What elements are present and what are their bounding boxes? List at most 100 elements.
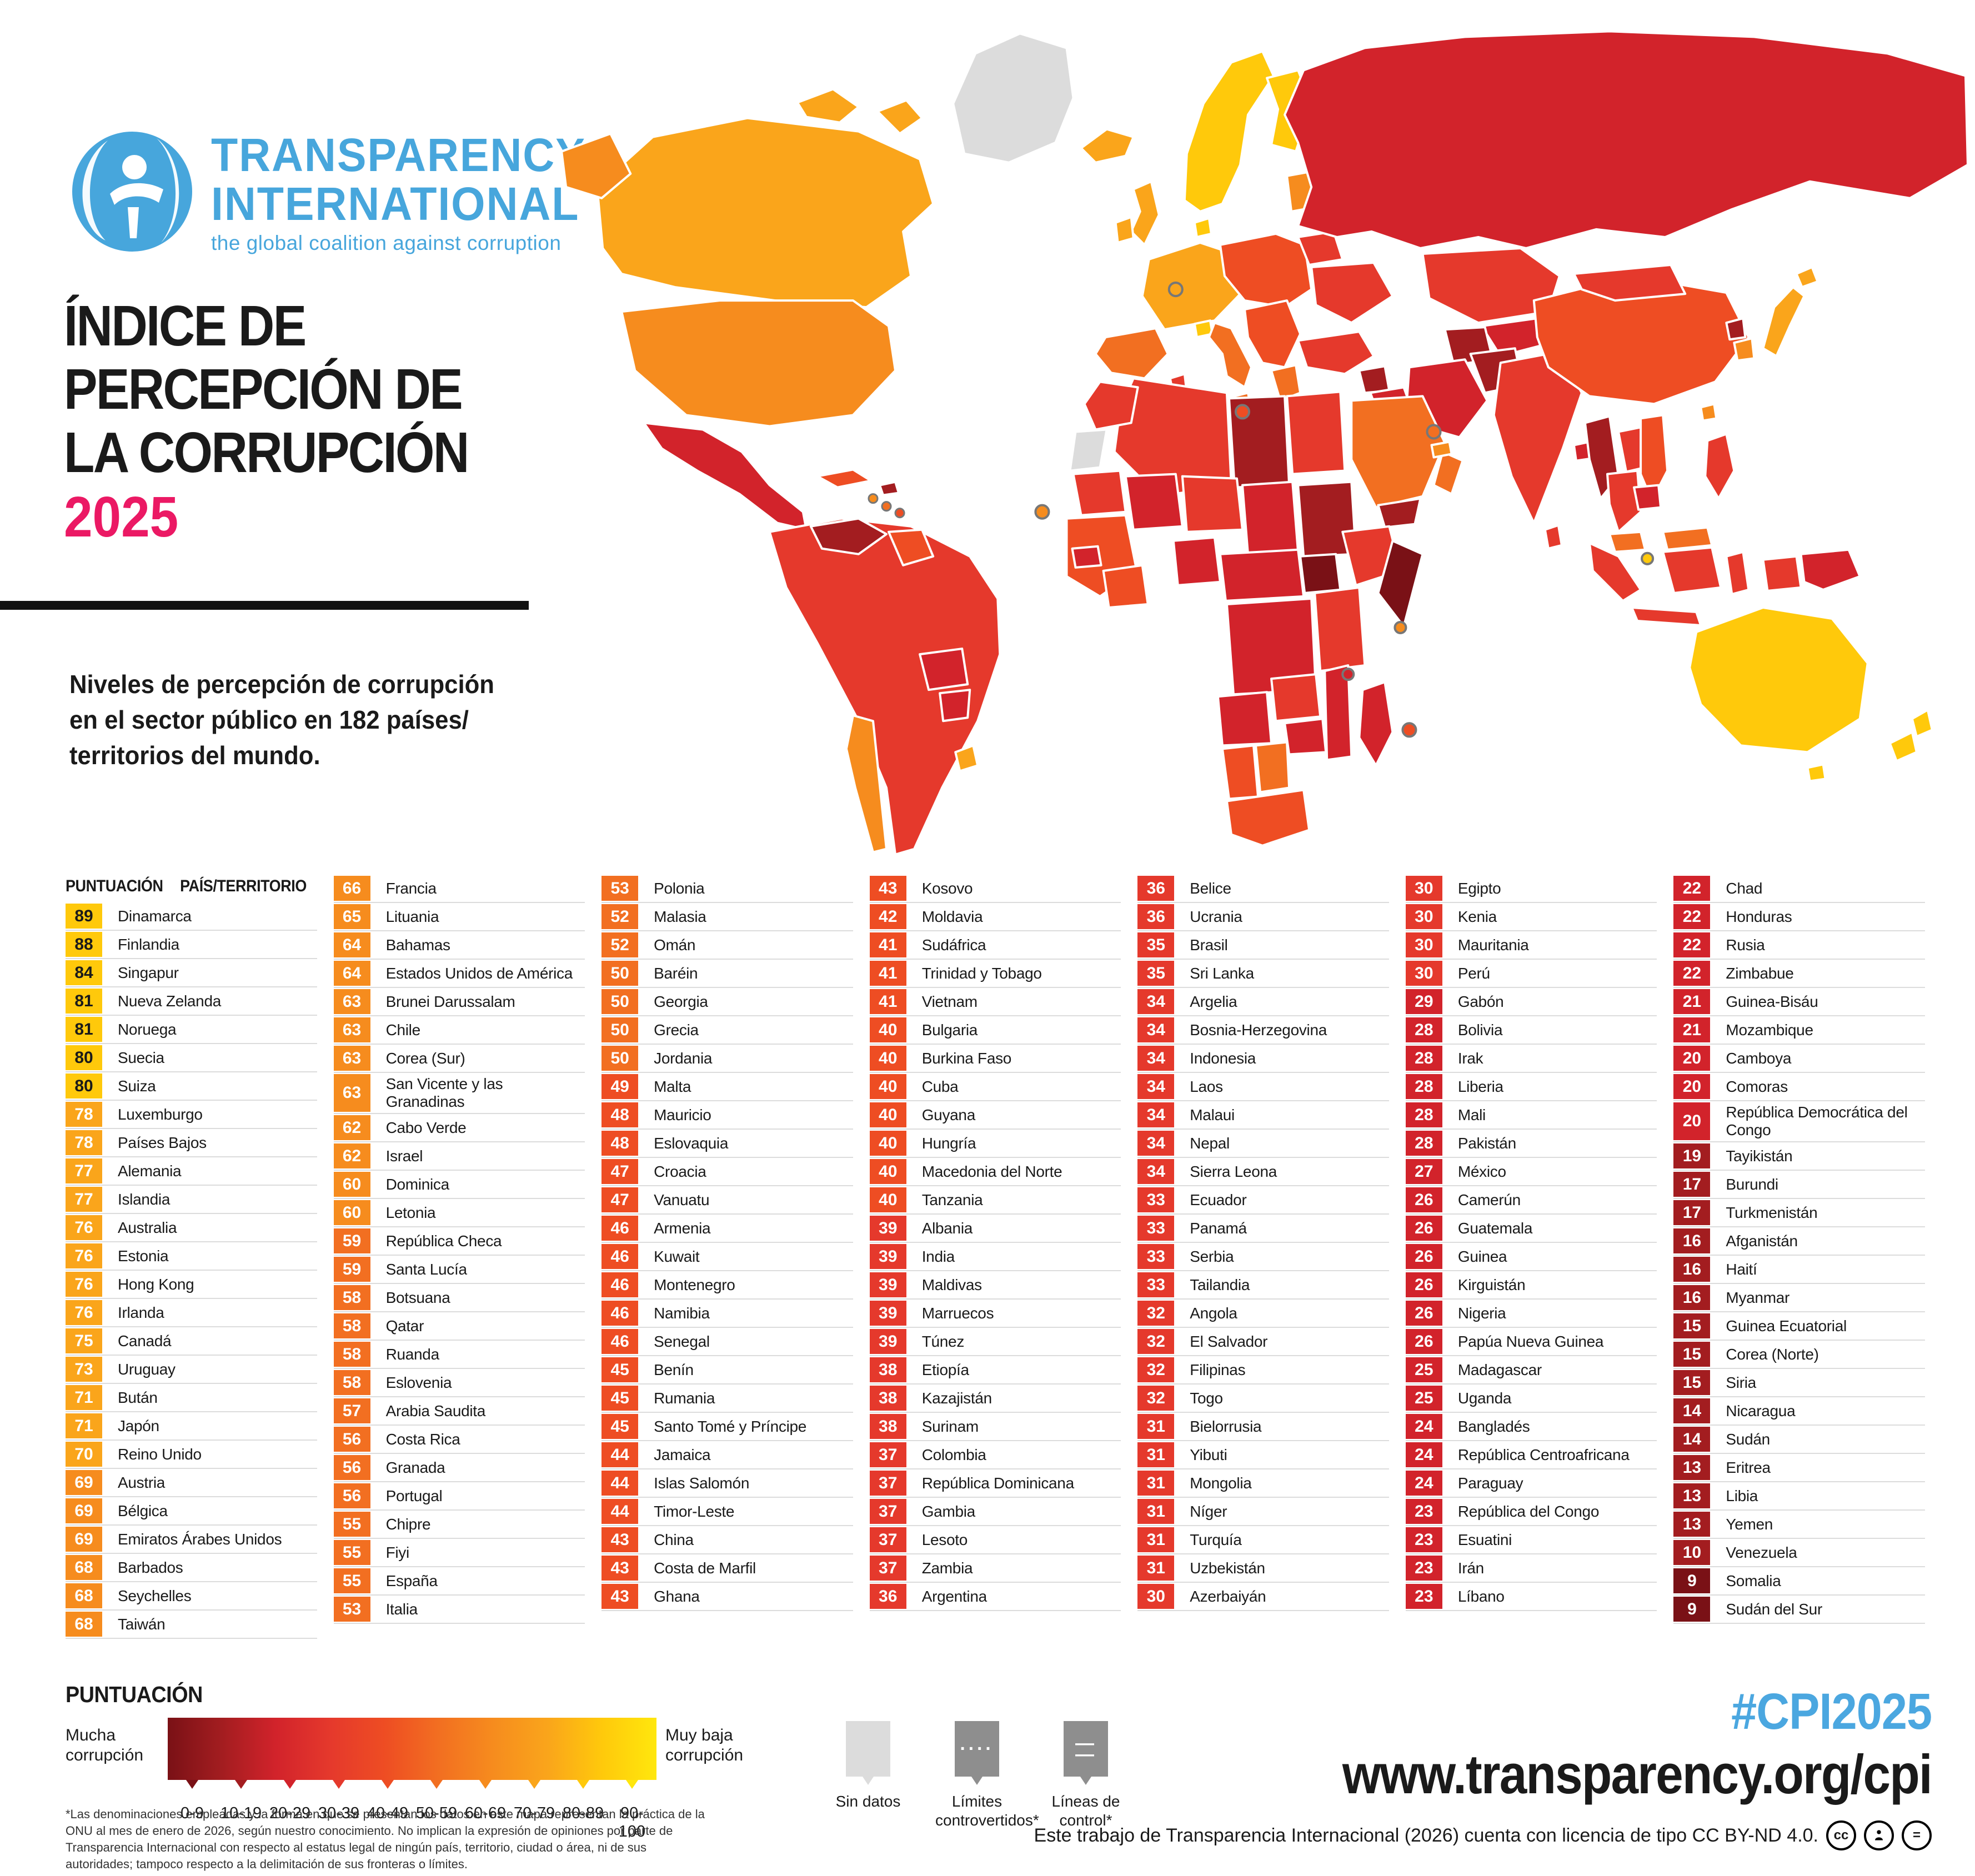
score-badge: 46: [601, 1216, 639, 1241]
country-row: 46 Armenia: [601, 1215, 853, 1243]
country-row: 60 Letonia: [333, 1199, 585, 1227]
score-badge: 41: [869, 932, 906, 957]
country-row: 28 Liberia: [1405, 1073, 1657, 1101]
legend-tick: [186, 1780, 198, 1789]
country-name: Turkmenistán: [1726, 1203, 1818, 1221]
control-lines-label: Líneas de control*: [1051, 1793, 1120, 1829]
country-row: 88 Finlandia: [66, 931, 317, 959]
country-name: Rusia: [1726, 936, 1765, 954]
country-name: Corea (Sur): [385, 1049, 465, 1067]
country-name: Estonia: [118, 1247, 169, 1265]
country-row: 69 Emiratos Árabes Unidos: [66, 1526, 317, 1554]
score-badge: 76: [66, 1300, 102, 1325]
legend-disputed-borders: ···· Límites controvertidos*: [935, 1718, 1039, 1830]
country-row: 33 Serbia: [1137, 1243, 1389, 1271]
title-line2: PERCEPCIÓN DE: [64, 357, 463, 421]
score-badge: 52: [601, 904, 639, 929]
country-name: Sudáfrica: [921, 936, 986, 954]
country-name: Argentina: [921, 1587, 987, 1605]
score-badge: 24: [1405, 1414, 1442, 1439]
score-badge: 64: [333, 932, 370, 957]
website-url[interactable]: www.transparency.org/cpi: [1342, 1743, 1933, 1805]
score-badge: 20: [1673, 1074, 1711, 1099]
map-region-ireland: [1114, 215, 1135, 244]
country-row: 34 Nepal: [1137, 1130, 1389, 1158]
score-badge: 46: [601, 1329, 639, 1354]
country-row: 77 Alemania: [66, 1157, 317, 1186]
country-name: Chad: [1726, 879, 1763, 897]
map-region-north-korea: [1725, 317, 1747, 341]
country-row: 66 Francia: [333, 875, 585, 903]
score-badge: 17: [1673, 1172, 1711, 1197]
score-badge: 62: [333, 1143, 370, 1168]
country-name: Italia: [385, 1600, 418, 1618]
score-badge: 31: [1137, 1527, 1175, 1552]
country-row: 31 Níger: [1137, 1498, 1389, 1526]
legend-range-label: 50-59: [415, 1804, 458, 1822]
score-badge: 63: [333, 989, 370, 1014]
map-marker-cape-verde: [1034, 504, 1050, 520]
score-badge: 68: [66, 1612, 102, 1637]
country-name: Irak: [1457, 1049, 1483, 1067]
score-badge: 39: [869, 1244, 906, 1269]
country-name: Kosovo: [921, 879, 973, 897]
country-row: 22 Chad: [1673, 875, 1925, 903]
legend-range-label: 40-49: [367, 1804, 409, 1822]
subtitle-line3: territorios del mundo.: [69, 741, 320, 770]
country-column-header: PAÍS/TERRITORIO: [180, 877, 307, 895]
legend-range-label: 80-89: [562, 1804, 604, 1822]
score-badge: 26: [1405, 1216, 1442, 1241]
country-name: Chile: [385, 1021, 421, 1039]
country-name: Mozambique: [1726, 1021, 1813, 1039]
map-region-cuba: [816, 468, 872, 489]
country-row: 76 Hong Kong: [66, 1271, 317, 1299]
score-badge: 52: [601, 932, 639, 957]
country-name: Benín: [654, 1361, 694, 1378]
score-badge: 43: [869, 876, 906, 901]
country-name: Togo: [1190, 1389, 1223, 1407]
country-row: 39 Túnez: [869, 1328, 1121, 1356]
country-name: Etiopía: [921, 1361, 969, 1378]
score-badge: 50: [601, 1046, 639, 1071]
country-name: República Dominicana: [921, 1474, 1074, 1492]
score-badge: 35: [1137, 932, 1175, 957]
map-region-alaska: [560, 132, 632, 199]
country-row: 13 Libia: [1673, 1482, 1925, 1511]
score-badge: 37: [869, 1442, 906, 1467]
country-row: 63 Brunei Darussalam: [333, 988, 585, 1016]
country-row: 48 Eslovaquia: [601, 1130, 853, 1158]
country-row: 36 Ucrania: [1137, 903, 1389, 931]
country-name: Brasil: [1190, 936, 1228, 954]
country-name: El Salvador: [1190, 1332, 1268, 1350]
score-badge: 31: [1137, 1414, 1175, 1439]
legend-tick: [577, 1780, 589, 1789]
score-badge: 39: [869, 1216, 906, 1241]
score-badge: 63: [333, 1046, 370, 1071]
country-name: Australia: [118, 1218, 177, 1236]
score-badge: 53: [333, 1597, 370, 1622]
map-region-venezuela: [809, 517, 888, 555]
country-row: 38 Kazajistán: [869, 1385, 1121, 1413]
score-badge: 31: [1137, 1499, 1175, 1524]
map-region-south-america: [768, 517, 1001, 856]
country-name: Maldivas: [921, 1276, 982, 1293]
score-badge: 41: [869, 961, 906, 986]
score-badge: 32: [1137, 1301, 1175, 1326]
map-region-greenland: [952, 32, 1075, 164]
country-name: Trinidad y Tobago: [921, 964, 1042, 982]
score-badge: 43: [601, 1527, 639, 1552]
score-badge: 34: [1137, 1046, 1175, 1071]
map-region-malaysia: [1608, 530, 1647, 553]
legend-tick: [528, 1780, 540, 1789]
score-badge: 15: [1673, 1313, 1711, 1338]
legend-tick: [626, 1780, 638, 1789]
country-row: 34 Indonesia: [1137, 1045, 1389, 1073]
country-name: Surinam: [921, 1417, 979, 1435]
score-badge: 32: [1137, 1386, 1175, 1411]
subtitle-line2: en el sector público en 182 países/: [69, 705, 469, 734]
score-badge: 33: [1137, 1244, 1175, 1269]
score-badge: 68: [66, 1583, 102, 1608]
country-name: Somalia: [1726, 1572, 1781, 1589]
country-row: 30 Kenia: [1405, 903, 1657, 931]
country-row: 78 Países Bajos: [66, 1129, 317, 1157]
